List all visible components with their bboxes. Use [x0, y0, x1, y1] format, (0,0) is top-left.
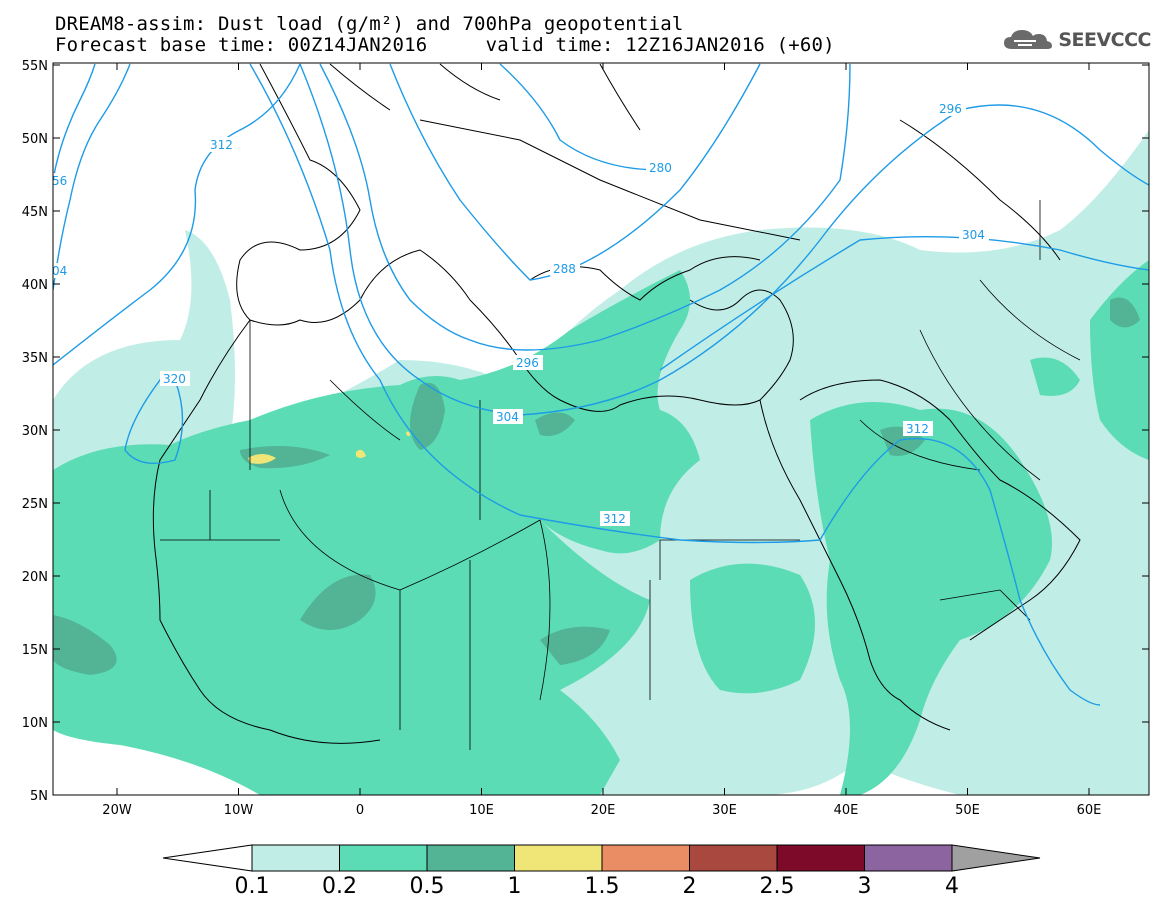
- lat-label: 35N: [22, 351, 48, 366]
- contour-label-bg: [160, 371, 190, 386]
- lon-label: 40E: [834, 803, 859, 818]
- contour-label-bg: [903, 421, 933, 436]
- lat-label: 20N: [22, 570, 48, 585]
- colorbar-cell: [864, 844, 953, 872]
- contour-label-bg: [550, 261, 580, 276]
- lon-label: 10W: [224, 803, 254, 818]
- contour-label: 312: [906, 422, 929, 436]
- map-axes: 55N 50N 45N 40N 35N 30N 25N 20N 15N 10N 5N 20W 10W 0 1…: [22, 59, 1149, 818]
- dust-field: [53, 63, 1149, 795]
- contour-label: 04: [52, 264, 67, 278]
- lon-label: 60E: [1077, 803, 1102, 818]
- dust-region-medium: [53, 270, 700, 795]
- lon-label: 0: [356, 803, 364, 818]
- lon-label: 30E: [712, 803, 737, 818]
- lat-label: 30N: [22, 424, 48, 439]
- borders: [160, 200, 1081, 750]
- lat-label: 10N: [22, 716, 48, 731]
- contour-label-bg: [50, 173, 66, 188]
- cloud-icon: [1004, 30, 1053, 49]
- colorbar-label: 4: [945, 874, 959, 899]
- dust-region-arabia: [810, 402, 1052, 795]
- contour-label: 312: [603, 512, 626, 526]
- dust-region-max: [248, 431, 410, 464]
- contour-label: 296: [516, 356, 539, 370]
- contour-label: 304: [962, 228, 985, 242]
- lat-label: 15N: [22, 643, 48, 658]
- colorbar-cell: [426, 844, 515, 872]
- dust-region-dark: [53, 297, 1140, 675]
- lon-label: 20E: [591, 803, 616, 818]
- contour-label: 320: [163, 372, 186, 386]
- dust-region-iran: [1030, 357, 1080, 396]
- contour-label-bg: [959, 227, 989, 242]
- contour-label: 312: [210, 138, 233, 152]
- colorbar-label: 0.5: [410, 874, 445, 899]
- colorbar-cell: [776, 844, 865, 872]
- colorbar-label: 0.1: [235, 874, 270, 899]
- colorbar-label: 1.5: [585, 874, 620, 899]
- lat-label: 50N: [22, 132, 48, 147]
- contour-label-bg: [600, 511, 630, 526]
- geopotential-contours: [53, 63, 1149, 706]
- logo-text: SEEVCCC: [1058, 29, 1151, 51]
- colorbar-label: 3: [858, 874, 872, 899]
- colorbar-cell: [339, 844, 428, 872]
- colorbar-cell: [689, 844, 778, 872]
- contour-label: 296: [939, 102, 962, 116]
- colorbar-cell: [514, 844, 603, 872]
- colorbar-label: 2: [683, 874, 697, 899]
- lon-label: 10E: [469, 803, 494, 818]
- contour-label-bg: [207, 137, 237, 152]
- contour-label-bg: [936, 101, 966, 116]
- colorbar: 0.1 0.2 0.5 1 1.5 2 2.5 3 4: [162, 844, 1041, 899]
- contour-label: 56: [52, 174, 67, 188]
- contour-label-bg: [646, 160, 676, 175]
- lat-label: 40N: [22, 278, 48, 293]
- contour-label: 288: [553, 262, 576, 276]
- seevccc-logo: SEEVCCC: [1002, 26, 1151, 54]
- colorbar-cell: [251, 844, 340, 872]
- contour-label-bg: [50, 263, 68, 278]
- lat-label: 55N: [22, 59, 48, 74]
- colorbar-label: 2.5: [760, 874, 795, 899]
- contour-label: 304: [496, 410, 519, 424]
- lat-label: 25N: [22, 497, 48, 512]
- colorbar-label: 0.2: [322, 874, 357, 899]
- lat-label: 5N: [30, 789, 48, 804]
- colorbar-labels: 0.1 0.2 0.5 1 1.5 2 2.5 3 4: [235, 874, 960, 899]
- lat-label: 45N: [22, 205, 48, 220]
- contour-labels: 312 56 04 320 288 280 296 304 304 312 29…: [50, 101, 989, 526]
- colorbar-max-triangle: [951, 844, 1041, 872]
- map-title: DREAM8-assim: Dust load (g/m²) and 700hP…: [55, 13, 684, 35]
- map-frame: [52, 62, 1150, 796]
- colorbar-min-triangle: [162, 844, 253, 872]
- colorbar-cell: [601, 844, 690, 872]
- contour-label: 280: [649, 161, 672, 175]
- contour-label-bg: [493, 409, 523, 424]
- colorbar-cells: [251, 844, 953, 872]
- dust-region-sudan: [690, 563, 815, 694]
- lon-label: 50E: [955, 803, 980, 818]
- coastlines: [152, 63, 1081, 744]
- colorbar-label: 1: [508, 874, 522, 899]
- forecast-time-line: Forecast base time: 00Z14JAN2016 valid t…: [55, 34, 835, 56]
- lon-label: 20W: [102, 803, 132, 818]
- contour-label-bg: [513, 355, 543, 370]
